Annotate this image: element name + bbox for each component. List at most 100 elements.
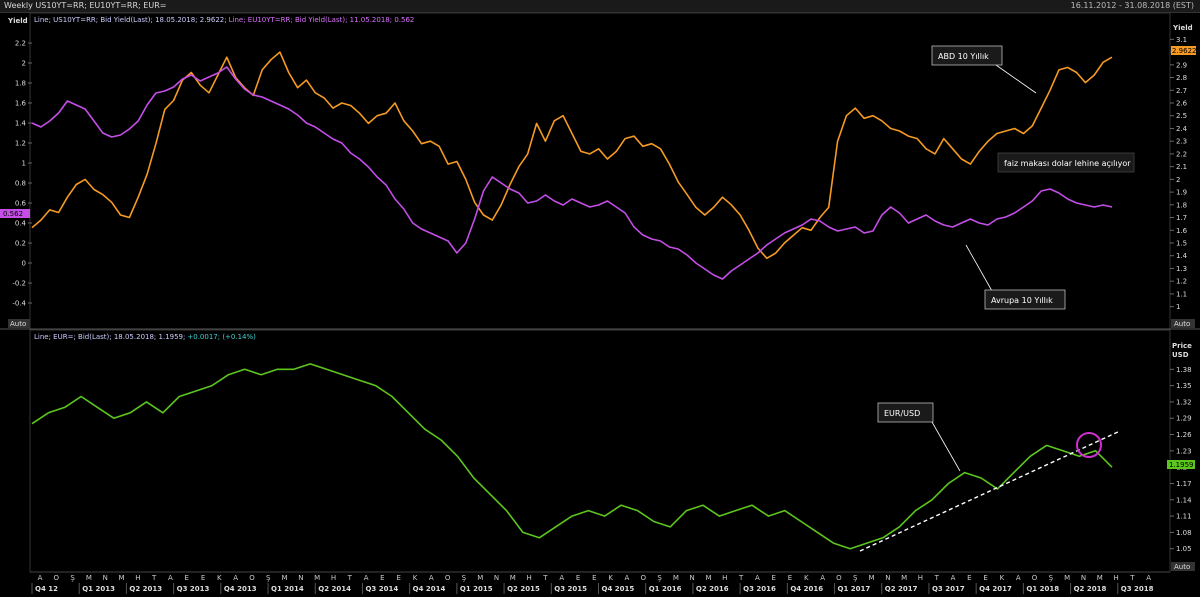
x-quarter-label: Q3 2017 [932, 585, 965, 593]
bottom-tick-label: 1.11 [1176, 513, 1192, 521]
annotation-us: ABD 10 Yıllık [931, 45, 1037, 94]
x-month-label: T [738, 574, 744, 582]
annotation-spread-text: faiz makası dolar lehine açılıyor [1004, 159, 1131, 168]
x-month-label: A [168, 574, 173, 582]
x-quarter-label: Q3 2013 [177, 585, 210, 593]
x-month-label: Ş [266, 574, 271, 582]
x-month-label: O [54, 574, 60, 582]
x-quarter-label: Q1 2013 [82, 585, 115, 593]
annotation-spread-box [997, 152, 1135, 173]
x-quarter-label: Q4 2014 [413, 585, 446, 593]
x-month-label: E [380, 574, 384, 582]
x-month-label: H [1113, 574, 1118, 582]
x-month-label: A [233, 574, 238, 582]
x-axis-quarters: Q4 12 Q1 2013 Q2 2013 Q3 2013 Q4 2013 Q1 2014… [31, 583, 1154, 594]
x-month-label: N [298, 574, 303, 582]
right-tick-label: 2.9 [1176, 61, 1187, 69]
x-month-label: A [820, 574, 825, 582]
top-auto-right-bg[interactable] [1171, 319, 1195, 328]
eur-last-badge: 1.1959 [1169, 461, 1194, 469]
right-tick-label: 2.3 [1176, 138, 1187, 146]
x-month-label: O [1032, 574, 1038, 582]
bottom-legend: Line; EUR=; Bid(Last); 18.05.2018; 1.195… [34, 333, 256, 341]
x-quarter-label: Q1 2017 [838, 585, 871, 593]
top-series-group [31, 51, 1113, 280]
left-tick-label: 0 [22, 260, 26, 268]
x-month-label: M [118, 574, 124, 582]
annotation-eu-box [984, 289, 1066, 310]
x-month-label: H [331, 574, 336, 582]
bottom-tick-label: 1.08 [1176, 529, 1192, 537]
x-quarter-label: Q3 2018 [1121, 585, 1154, 593]
eu-last-badge-bg [0, 209, 30, 218]
series-line-eu10ytrr [31, 66, 1113, 280]
window-title: Weekly US10YT=RR; EU10YT=RR; EUR= [4, 1, 167, 10]
right-tick-label: 3.1 [1176, 36, 1187, 44]
bottom-tick-label: 1.14 [1176, 496, 1192, 504]
x-quarter-label: Q1 2016 [649, 585, 682, 593]
top-auto-right[interactable]: Auto [1174, 320, 1190, 328]
x-month-label: A [38, 574, 43, 582]
highlight-circle [1076, 432, 1102, 458]
x-month-label: E [576, 574, 580, 582]
x-quarter-label: Q4 2013 [224, 585, 257, 593]
x-month-label: E [983, 574, 987, 582]
x-month-label: Ş [462, 574, 467, 582]
bottom-tick-label: 1.05 [1176, 545, 1192, 553]
x-quarter-label: Q4 12 [35, 585, 58, 593]
x-quarter-label: Q1 2014 [271, 585, 304, 593]
x-quarter-label: Q2 2018 [1074, 585, 1107, 593]
x-month-label: E [771, 574, 775, 582]
x-month-label: A [755, 574, 760, 582]
x-quarter-label: Q2 2014 [318, 585, 351, 593]
left-tick-label: 0.4 [15, 220, 27, 228]
x-quarter-label: Q4 2017 [979, 585, 1012, 593]
top-auto-left[interactable]: Auto [10, 320, 26, 328]
chart-svg[interactable]: Yield Yield Line; US10YT=RR; Bid Yield(L… [0, 13, 1200, 597]
x-month-label: A [1016, 574, 1021, 582]
bottom-tick-label: 1.32 [1176, 398, 1192, 406]
x-month-label: M [673, 574, 679, 582]
legend-eu-text: Line; EU10YT=RR; Bid Yield(Last); 11.05.… [229, 16, 415, 24]
bottom-tick-label: 1.35 [1176, 382, 1192, 390]
x-month-label: M [901, 574, 907, 582]
x-month-label: O [836, 574, 842, 582]
annotation-eurusd: EUR/USD [877, 402, 961, 472]
top-auto-left-bg[interactable] [8, 319, 30, 328]
x-quarter-label: Q4 2015 [602, 585, 635, 593]
x-month-label: T [542, 574, 548, 582]
x-month-label: E [185, 574, 189, 582]
x-month-label: O [445, 574, 451, 582]
x-month-label: Ş [70, 574, 75, 582]
bottom-auto-right-bg[interactable] [1171, 562, 1195, 571]
right-tick-label: 2.8 [1176, 74, 1187, 82]
right-tick-label: 1.7 [1176, 214, 1187, 222]
bottom-tick-label: 1.29 [1176, 415, 1192, 423]
right-tick-label: 2.5 [1176, 112, 1187, 120]
x-month-label: A [951, 574, 956, 582]
x-quarter-label: Q2 2017 [885, 585, 918, 593]
bottom-auto-right[interactable]: Auto [1174, 563, 1190, 571]
x-month-label: K [1000, 574, 1005, 582]
x-month-label: T [151, 574, 157, 582]
right-tick-label: 1.4 [1176, 252, 1188, 260]
x-quarter-label: Q3 2014 [365, 585, 398, 593]
x-month-label: N [103, 574, 108, 582]
x-quarter-label: Q2 2015 [507, 585, 540, 593]
x-month-label: H [918, 574, 923, 582]
date-range: 16.11.2012 - 31.08.2018 (EST) [1070, 1, 1194, 10]
x-month-label: E [592, 574, 596, 582]
x-month-label: A [625, 574, 630, 582]
left-tick-label: 0.8 [15, 180, 26, 188]
right-tick-label: 1 [1176, 303, 1180, 311]
top-right-axis: 3.132.92.82.72.62.52.42.32.22.121.91.81.… [1170, 36, 1188, 311]
us-last-badge-bg [1171, 46, 1196, 55]
annotation-eurusd-pointer [931, 421, 961, 472]
right-tick-label: 1.1 [1176, 290, 1187, 298]
x-month-label: T [347, 574, 353, 582]
left-tick-label: 1.8 [15, 80, 26, 88]
x-month-label: M [86, 574, 92, 582]
x-month-label: E [396, 574, 400, 582]
annotation-us-text: ABD 10 Yıllık [938, 52, 989, 61]
x-quarter-label: Q2 2016 [696, 585, 729, 593]
